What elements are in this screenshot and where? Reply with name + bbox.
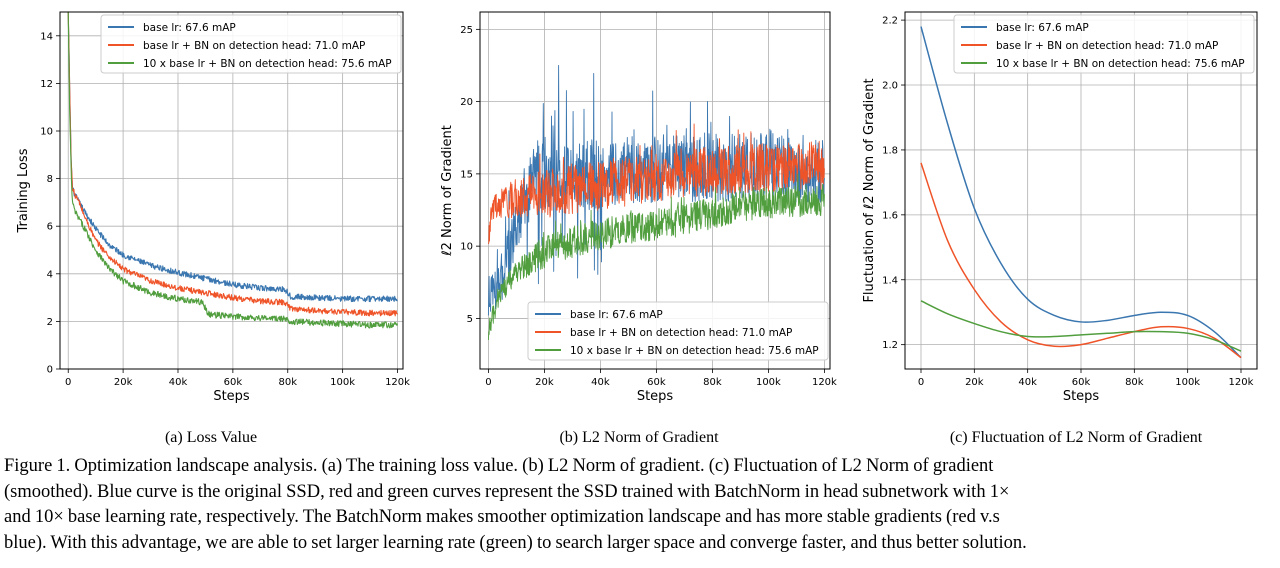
legend-box (527, 301, 829, 361)
legend-box (953, 14, 1255, 74)
tick-labels: 0 20k 40k 60k 80k 100k 120k 5 10 15 20 25 (460, 25, 837, 388)
y-axis-label: Training Loss (16, 148, 31, 233)
x-tick-label: 100k (756, 377, 781, 388)
x-tick-label: 0 (918, 377, 924, 388)
legend-label-10x-bn-head: 10 x base lr + BN on detection head: 75.… (570, 345, 819, 357)
x-tick-label: 100k (1175, 377, 1200, 388)
legend-label-bn-head: base lr + BN on detection head: 71.0 mAP (996, 40, 1218, 52)
y-tick-label: 1.6 (882, 210, 898, 221)
y-tick-label: 2 (47, 317, 53, 328)
tick-labels: 0 20k 40k 60k 80k 100k 120k 0 2 4 6 8 10 12 14 (40, 31, 410, 388)
plot-frame (479, 11, 831, 370)
caption-line: and 10× base learning rate, respectively… (4, 507, 1000, 527)
y-tick-label: 8 (47, 174, 53, 185)
x-tick-label: 80k (1125, 377, 1144, 388)
x-tick-label: 20k (965, 377, 984, 388)
subcaption: (a) Loss Value (165, 429, 257, 446)
y-tick-label: 1.8 (882, 145, 898, 156)
y-axis-label: Fluctuation of ℓ2 Norm of Gradient (862, 78, 877, 302)
series-line-red (920, 162, 1242, 359)
y-tick-label: 12 (40, 79, 53, 90)
series-line-blue (67, 12, 398, 303)
y-tick-label: 1.4 (882, 275, 898, 286)
legend: base lr: 67.6 mAP base lr + BN on detect… (527, 301, 829, 361)
legend-label-bn-head: base lr + BN on detection head: 71.0 mAP (570, 327, 792, 339)
y-tick-label: 5 (467, 314, 473, 325)
x-tick-label: 40k (169, 377, 188, 388)
series-line-red (487, 123, 825, 245)
tick-labels: 0 20k 40k 60k 80k 100k 120k 1.2 1.4 1.6 1.8 2.0 2.2 (882, 16, 1254, 388)
panel-l2-norm-gradient: 0 20k 40k 60k 80k 100k 120k 5 10 15 20 25 Steps ℓ2 … (440, 11, 837, 446)
series-line-blue (920, 26, 1242, 359)
series-line-red (67, 12, 398, 317)
x-axis-label: Steps (637, 389, 674, 404)
subcaption: (b) L2 Norm of Gradient (559, 429, 719, 446)
y-tick-label: 6 (47, 222, 53, 233)
legend-label-base-lr: base lr: 67.6 mAP (143, 22, 236, 34)
series-lines (487, 64, 825, 341)
caption-line: Figure 1. Optimization landscape analysi… (4, 456, 994, 476)
plot-frame (59, 11, 404, 370)
x-tick-label: 20k (535, 377, 554, 388)
caption-line: (smoothed). Blue curve is the original S… (4, 481, 1010, 502)
caption-line: blue). With this advantage, we are able … (4, 532, 1027, 553)
x-tick-label: 0 (65, 377, 71, 388)
x-tick-label: 40k (591, 377, 610, 388)
legend: base lr: 67.6 mAP base lr + BN on detect… (100, 14, 402, 74)
series-line-green (487, 173, 825, 341)
legend-box (100, 14, 402, 74)
panel-loss-value: 0 20k 40k 60k 80k 100k 120k 0 2 4 6 8 10 12 14 Steps T… (16, 11, 410, 446)
legend-label-base-lr: base lr: 67.6 mAP (996, 22, 1089, 34)
x-axis-label: Steps (1063, 389, 1100, 404)
figure-canvas: 0 20k 40k 60k 80k 100k 120k 0 2 4 6 8 10 12 14 Steps T… (16, 11, 1258, 446)
series-line-green (67, 12, 399, 329)
legend-label-base-lr: base lr: 67.6 mAP (570, 309, 663, 321)
y-tick-label: 14 (40, 31, 53, 42)
series-line-green (920, 300, 1242, 352)
x-tick-label: 80k (278, 377, 297, 388)
legend: base lr: 67.6 mAP base lr + BN on detect… (953, 14, 1255, 74)
y-tick-label: 2.2 (882, 16, 898, 27)
x-tick-label: 60k (647, 377, 666, 388)
y-tick-label: 10 (40, 127, 53, 138)
y-tick-label: 20 (460, 97, 473, 108)
y-tick-label: 10 (460, 242, 473, 253)
panel-fluctuation-l2-norm: 0 20k 40k 60k 80k 100k 120k1.21.41.61.82.02.2 … (862, 11, 1258, 446)
x-tick-label: 60k (1072, 377, 1091, 388)
y-tick-label: 2.0 (882, 81, 898, 92)
y-tick-label: 25 (460, 25, 473, 36)
y-axis-label: ℓ2 Norm of Gradient (440, 125, 455, 257)
series-lines (67, 12, 399, 329)
legend-label-bn-head: base lr + BN on detection head: 71.0 mAP (143, 40, 365, 52)
subcaption: (c) Fluctuation of L2 Norm of Gradient (950, 429, 1203, 446)
figure-caption: Figure 1. Optimization landscape analysi… (4, 454, 1276, 556)
legend-label-10x-bn-head: 10 x base lr + BN on detection head: 75.… (143, 58, 392, 70)
x-tick-label: 20k (114, 377, 133, 388)
x-axis-label: Steps (213, 389, 250, 404)
y-tick-label: 4 (47, 269, 53, 280)
x-tick-label: 40k (1018, 377, 1037, 388)
x-tick-label: 0 (485, 377, 491, 388)
y-tick-label: 15 (460, 169, 473, 180)
x-tick-label: 100k (330, 377, 355, 388)
y-tick-label: 1.2 (882, 340, 898, 351)
x-tick-label: 60k (224, 377, 243, 388)
x-tick-label: 120k (812, 377, 837, 388)
y-tick-label: 0 (47, 365, 53, 376)
legend-label-10x-bn-head: 10 x base lr + BN on detection head: 75.… (996, 58, 1245, 70)
series-lines (920, 26, 1242, 359)
x-tick-label: 120k (385, 377, 410, 388)
x-tick-label: 80k (703, 377, 722, 388)
x-tick-label: 120k (1229, 377, 1254, 388)
